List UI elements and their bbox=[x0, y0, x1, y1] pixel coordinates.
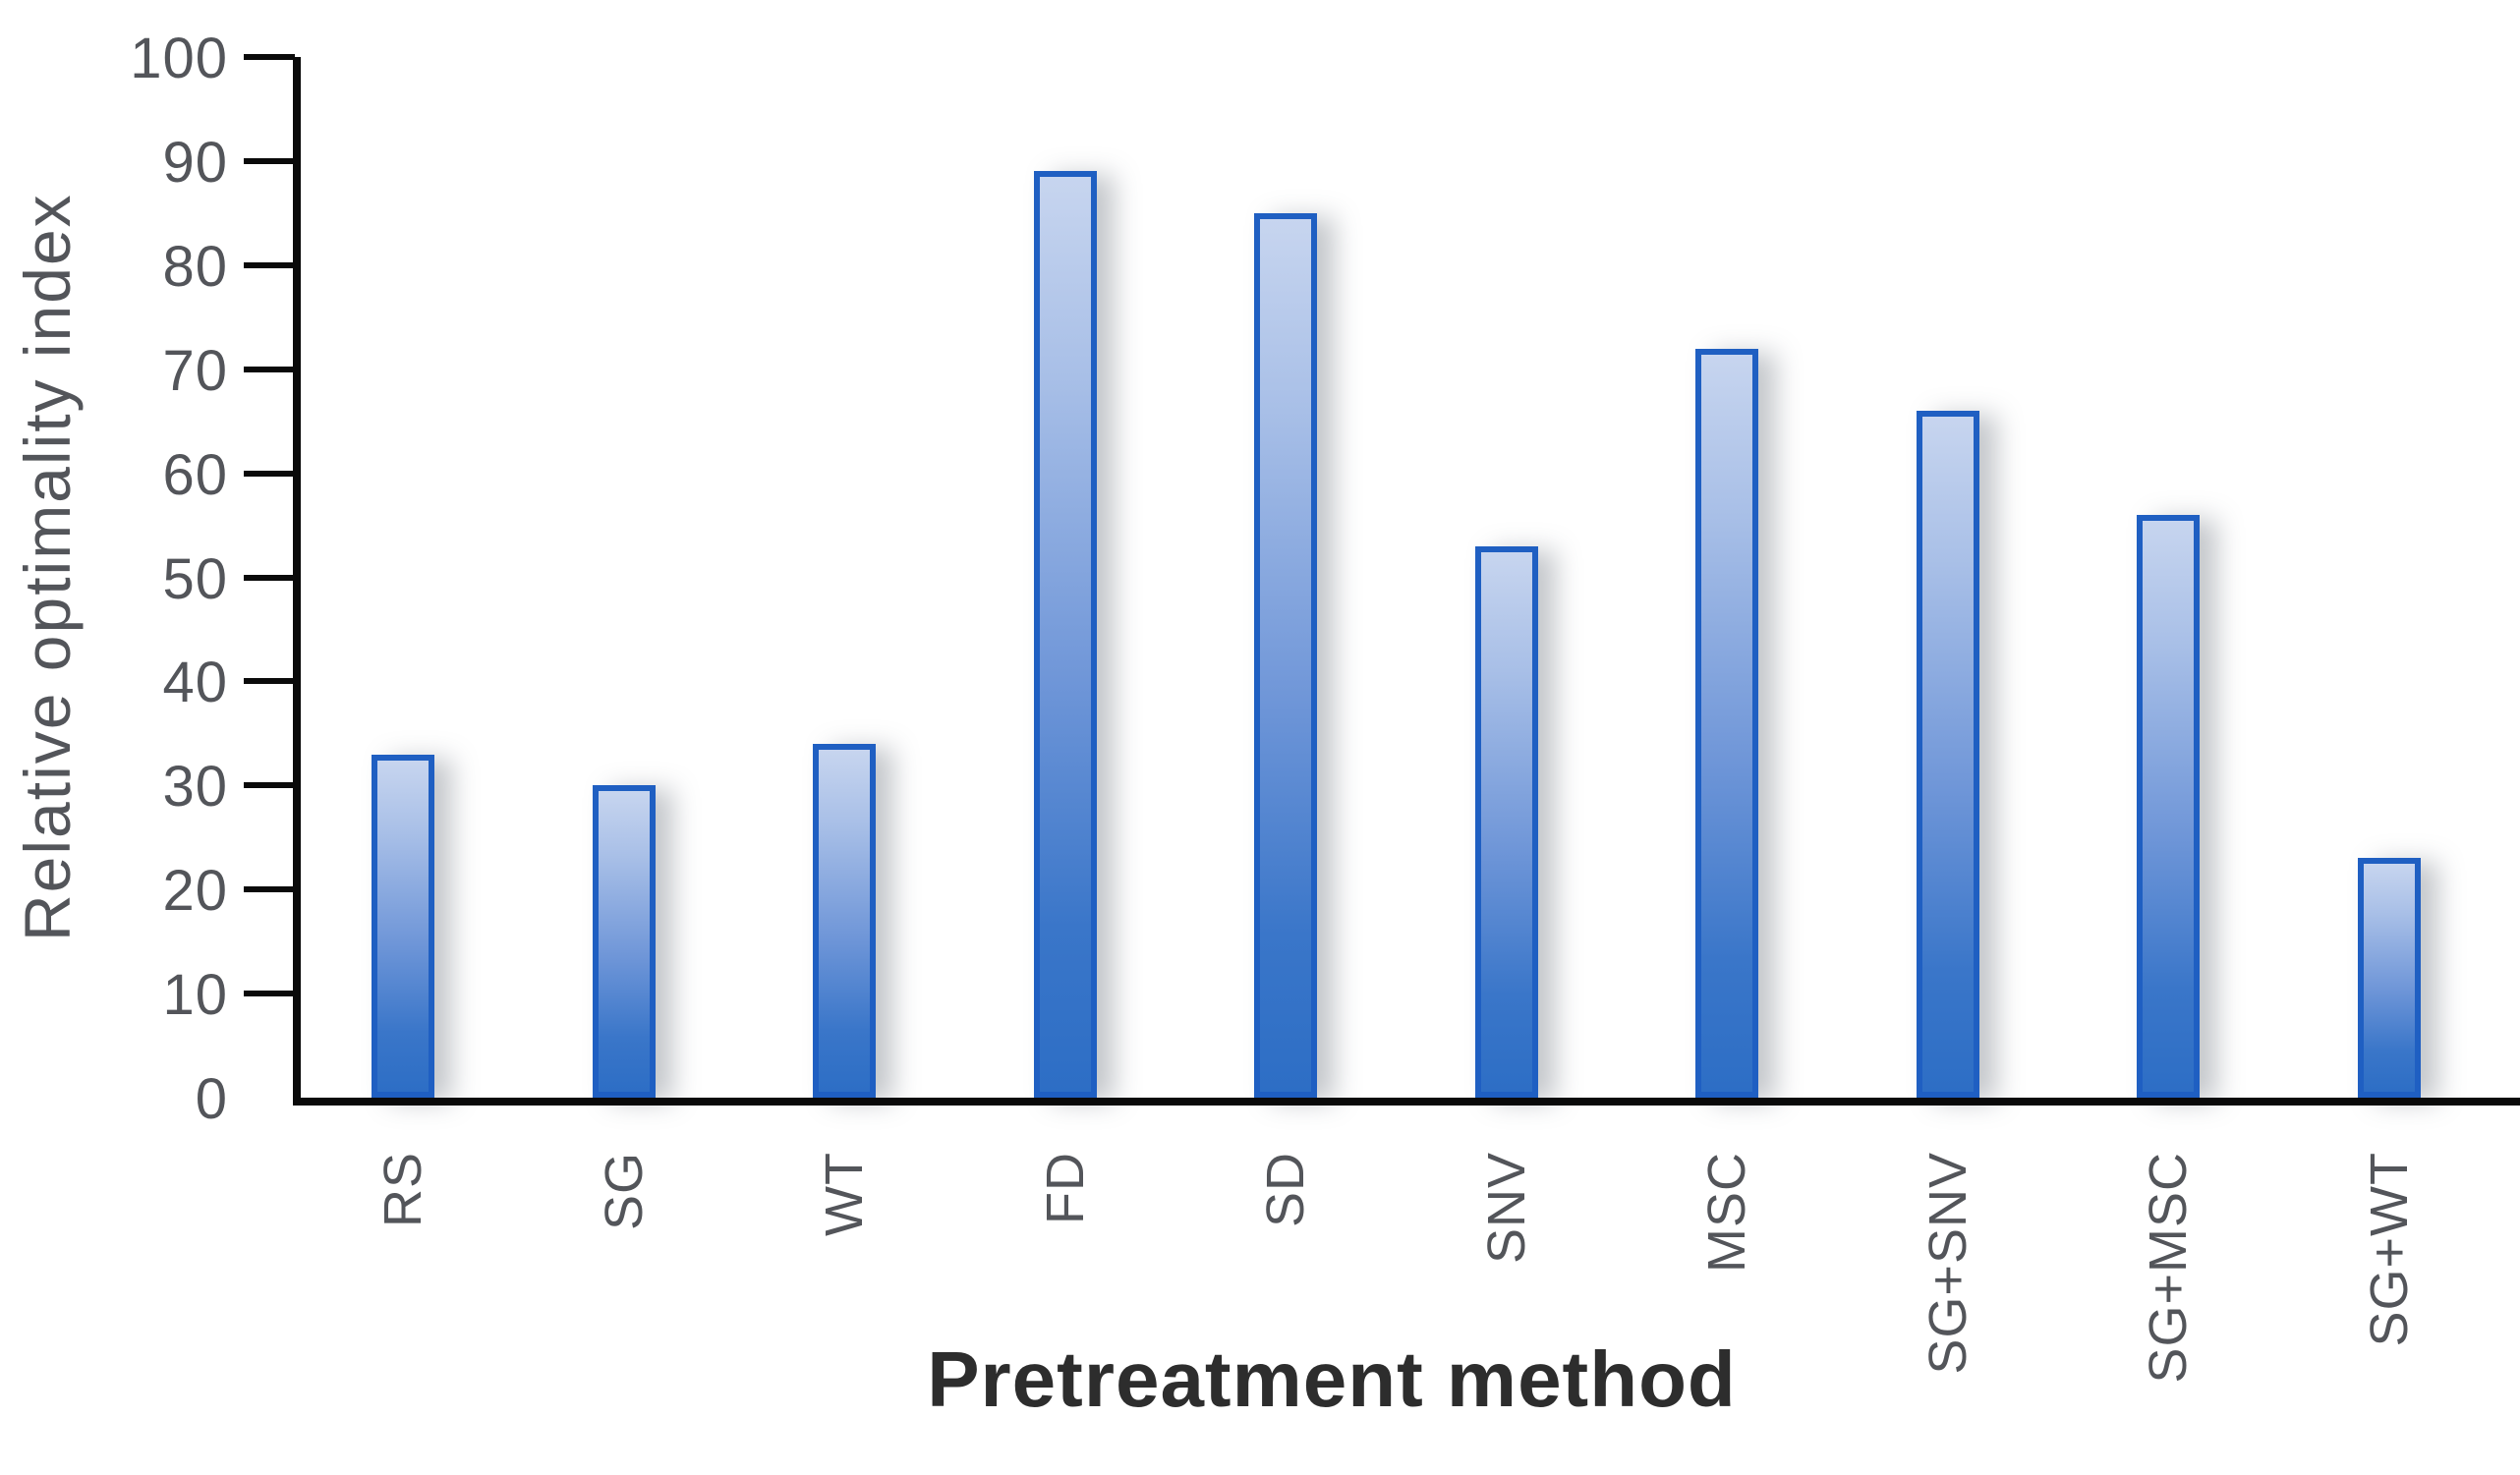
bar-fd bbox=[1033, 171, 1097, 1098]
y-tick-label: 60 bbox=[162, 442, 228, 507]
bar-sg-wt bbox=[2357, 858, 2421, 1098]
bar-sg bbox=[592, 785, 656, 1098]
x-category-label: SD bbox=[1256, 1152, 1315, 1228]
y-tick bbox=[244, 782, 295, 789]
y-tick-label: 90 bbox=[162, 130, 228, 195]
y-tick-label: 30 bbox=[162, 755, 228, 820]
y-tick bbox=[244, 157, 295, 164]
bar-wt bbox=[813, 743, 876, 1098]
x-category-label: SG+SNV bbox=[1918, 1152, 1977, 1375]
bar-sd bbox=[1254, 212, 1317, 1098]
x-category-label: SG+WT bbox=[2359, 1152, 2419, 1347]
y-tick-label: 100 bbox=[130, 27, 228, 90]
y-tick bbox=[244, 886, 295, 893]
y-tick-label: 0 bbox=[195, 1067, 228, 1131]
y-tick bbox=[244, 678, 295, 685]
y-tick bbox=[244, 54, 295, 60]
y-tick bbox=[244, 991, 295, 997]
bar-msc bbox=[1695, 348, 1758, 1098]
y-tick-label: 10 bbox=[162, 963, 228, 1028]
x-category-label: WT bbox=[815, 1152, 874, 1236]
y-tick bbox=[244, 261, 295, 268]
y-tick-label: 50 bbox=[162, 546, 228, 611]
y-tick-label: 20 bbox=[162, 859, 228, 924]
bar-rs bbox=[372, 754, 434, 1098]
y-tick-label: 80 bbox=[162, 234, 228, 299]
bar-sg-snv bbox=[1916, 411, 1979, 1098]
x-category-label: FD bbox=[1035, 1152, 1095, 1224]
y-tick-label: 40 bbox=[162, 651, 228, 715]
x-category-label: SG+MSC bbox=[2139, 1152, 2198, 1384]
bar-sg-msc bbox=[2137, 514, 2200, 1098]
y-tick-label: 70 bbox=[162, 338, 228, 403]
x-category-label: RS bbox=[373, 1152, 432, 1228]
x-axis-title: Pretreatment method bbox=[927, 1335, 1737, 1423]
y-tick bbox=[244, 574, 295, 581]
x-category-label: SG bbox=[594, 1152, 654, 1231]
x-category-label: SNV bbox=[1476, 1152, 1536, 1265]
x-category-label: MSC bbox=[1697, 1152, 1756, 1273]
bar-snv bbox=[1474, 545, 1538, 1098]
y-tick bbox=[244, 366, 295, 372]
y-tick bbox=[244, 470, 295, 477]
